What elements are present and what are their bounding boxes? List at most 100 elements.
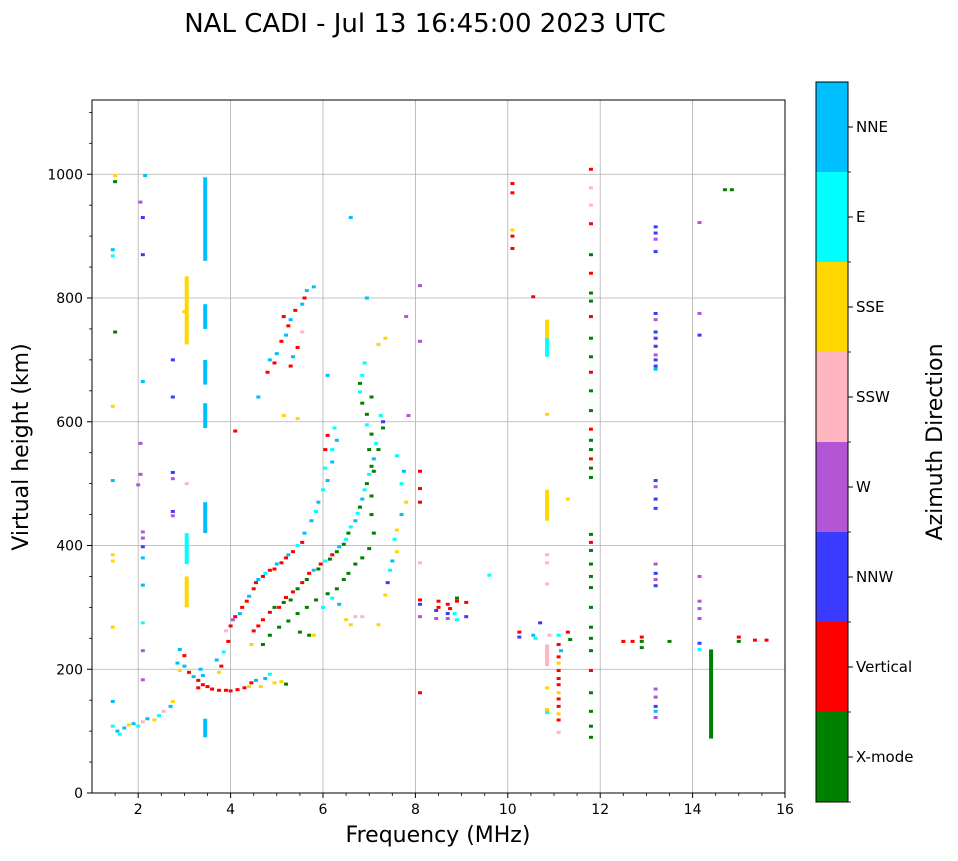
echo-point (288, 318, 293, 322)
echo-point (376, 448, 381, 452)
echo-point (545, 707, 550, 711)
echo-point (277, 605, 282, 609)
echo-point (464, 600, 469, 604)
echo-run (203, 304, 208, 329)
colorbar-segment (816, 82, 848, 172)
echo-point (230, 618, 235, 622)
echo-point (353, 562, 358, 566)
echo-run (545, 489, 550, 521)
echo-point (110, 553, 115, 557)
echo-point (263, 677, 268, 681)
echo-point (140, 678, 145, 682)
echo-point (588, 315, 593, 319)
echo-point (325, 592, 330, 596)
echo-point (110, 559, 115, 563)
echo-point (399, 513, 404, 517)
echo-point (170, 477, 175, 481)
echo-point (170, 470, 175, 474)
echo-point (357, 505, 362, 509)
echo-point (588, 370, 593, 374)
echo-point (321, 605, 325, 609)
echo-point (653, 330, 658, 334)
echo-point (588, 574, 593, 578)
echo-point (556, 677, 561, 681)
echo-point (344, 537, 349, 541)
echo-point (256, 395, 261, 399)
echo-point (545, 711, 550, 715)
x-tick-label: 4 (226, 802, 235, 818)
echo-point (394, 454, 399, 458)
echo-point (367, 472, 372, 476)
echo-point (588, 586, 593, 590)
echo-point (371, 457, 376, 461)
echo-point (588, 532, 593, 536)
echo-point (697, 574, 702, 578)
x-tick-label: 14 (684, 802, 702, 818)
echo-point (302, 531, 307, 535)
echo-point (311, 633, 316, 637)
echo-point (653, 353, 658, 357)
echo-point (170, 395, 175, 399)
echo-point (445, 612, 450, 616)
echo-point (145, 717, 150, 721)
colorbar-tick-label: Vertical (856, 658, 912, 676)
echo-point (369, 464, 374, 468)
echo-point (300, 540, 305, 544)
echo-point (177, 668, 182, 672)
echo-point (360, 556, 365, 560)
echo-point (304, 578, 309, 582)
echo-point (115, 729, 120, 733)
echo-point (113, 173, 118, 177)
x-axis: 2 4 6 8 10 12 14 16 (114, 793, 794, 818)
echo-point (697, 617, 702, 621)
echo-point (256, 578, 261, 582)
echo-point (346, 571, 351, 575)
echo-point (110, 248, 115, 252)
echo-point (736, 635, 741, 639)
echo-point (556, 718, 561, 722)
echo-point (330, 460, 335, 464)
echo-point (510, 182, 515, 186)
echo-point (295, 612, 300, 616)
y-tick-label: 400 (56, 539, 83, 555)
echo-point (653, 704, 658, 708)
echo-point (418, 469, 423, 473)
echo-point (140, 380, 145, 384)
echo-point (304, 605, 309, 609)
echo-run (545, 644, 550, 667)
echo-point (364, 296, 369, 300)
x-axis-label: Frequency (MHz) (346, 823, 531, 848)
echo-point (290, 355, 295, 359)
echo-point (452, 612, 457, 616)
echo-point (214, 658, 219, 662)
echo-point (588, 735, 593, 739)
echo-point (445, 602, 450, 606)
echo-point (454, 599, 459, 603)
echo-point (272, 567, 277, 571)
echo-point (175, 661, 180, 665)
echo-point (653, 250, 658, 254)
echo-point (454, 618, 459, 622)
echo-point (545, 686, 550, 690)
echo-point (281, 414, 286, 418)
echo-point (113, 330, 118, 334)
echo-point (258, 685, 263, 689)
echo-point (279, 561, 284, 565)
x-tick-label: 10 (499, 802, 517, 818)
echo-point (376, 342, 381, 346)
plot-frame (91, 99, 786, 794)
echo-point (300, 581, 305, 585)
y-tick-label: 600 (56, 415, 83, 431)
y-axis: 0 200 400 600 800 1000 (47, 111, 92, 802)
echo-point (267, 610, 272, 614)
echo-point (272, 605, 277, 609)
echo-point (406, 414, 411, 418)
echo-point (381, 420, 386, 424)
echo-point (653, 485, 658, 489)
echo-point (337, 602, 342, 606)
echo-point (667, 639, 672, 643)
echo-point (588, 355, 593, 359)
echo-point (113, 180, 118, 184)
echo-point (588, 668, 593, 672)
colorbar-label: Azimuth Direction (923, 343, 948, 540)
